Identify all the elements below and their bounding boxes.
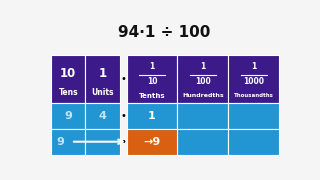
Text: 1: 1: [148, 111, 156, 121]
Text: 1: 1: [99, 67, 107, 80]
Text: 1: 1: [251, 62, 257, 71]
Text: 1: 1: [200, 62, 205, 71]
Text: 94·1 ÷ 100: 94·1 ÷ 100: [118, 25, 210, 40]
FancyBboxPatch shape: [51, 103, 85, 129]
FancyBboxPatch shape: [85, 103, 120, 129]
Text: Hundredths: Hundredths: [182, 93, 224, 98]
Text: 100: 100: [195, 77, 211, 86]
FancyBboxPatch shape: [178, 103, 228, 129]
FancyBboxPatch shape: [51, 55, 85, 103]
Text: 10: 10: [60, 67, 76, 80]
Text: Tenths: Tenths: [139, 93, 165, 99]
Text: •: •: [120, 137, 126, 147]
Text: Thousandths: Thousandths: [234, 93, 274, 98]
Text: 1: 1: [149, 62, 155, 71]
Text: Units: Units: [91, 88, 114, 97]
Text: 1000: 1000: [243, 77, 264, 86]
Text: •: •: [120, 74, 126, 84]
Text: 9: 9: [57, 137, 65, 147]
Text: 4: 4: [99, 111, 107, 121]
FancyBboxPatch shape: [178, 55, 228, 103]
Text: Tens: Tens: [59, 88, 78, 97]
FancyBboxPatch shape: [85, 55, 120, 103]
FancyBboxPatch shape: [51, 129, 85, 155]
FancyBboxPatch shape: [228, 55, 279, 103]
FancyBboxPatch shape: [85, 129, 120, 155]
FancyBboxPatch shape: [178, 129, 228, 155]
FancyBboxPatch shape: [228, 103, 279, 129]
Text: 9: 9: [64, 111, 72, 121]
Text: 10: 10: [147, 77, 157, 86]
FancyBboxPatch shape: [126, 129, 178, 155]
FancyBboxPatch shape: [126, 55, 178, 103]
Text: •: •: [120, 111, 126, 121]
FancyBboxPatch shape: [126, 103, 178, 129]
Text: →9: →9: [143, 137, 161, 147]
FancyBboxPatch shape: [228, 129, 279, 155]
